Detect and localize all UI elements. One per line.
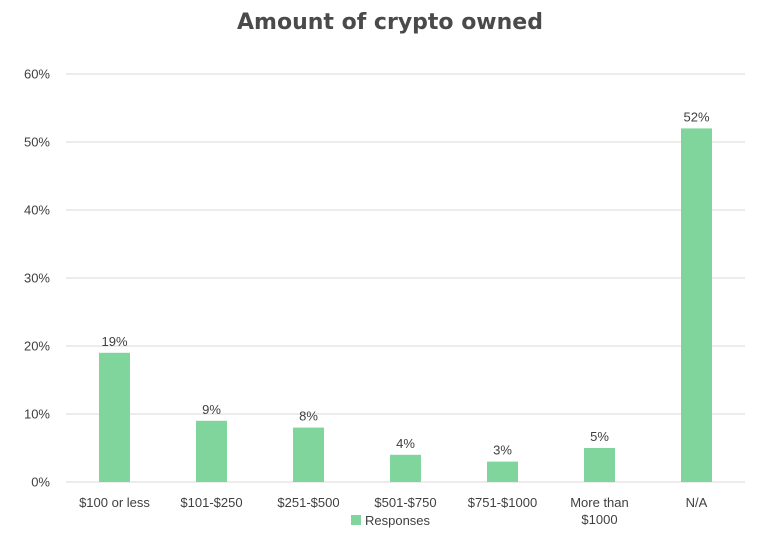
y-axis-tick-labels: 0% 10% 20% 30% 40% 50% 60% xyxy=(24,67,50,490)
chart-title: Amount of crypto owned xyxy=(237,10,543,35)
bars xyxy=(99,128,712,482)
bar xyxy=(584,448,615,482)
legend: Responses xyxy=(351,513,431,528)
legend-swatch-responses xyxy=(351,515,361,525)
y-tick-label: 40% xyxy=(24,203,50,218)
y-tick-label: 60% xyxy=(24,67,50,82)
x-tick-label: $251-$500 xyxy=(277,495,339,510)
data-labels: 19% 9% 8% 4% 3% 5% 52% xyxy=(101,109,709,457)
x-tick-label: More than $1000 xyxy=(570,495,629,527)
x-tick-label: $101-$250 xyxy=(180,495,242,510)
legend-label-responses: Responses xyxy=(365,513,431,528)
data-label: 5% xyxy=(590,429,609,444)
y-tick-label: 0% xyxy=(31,475,50,490)
y-tick-label: 20% xyxy=(24,339,50,354)
gridlines xyxy=(66,73,745,483)
x-tick-label: $501-$750 xyxy=(374,495,436,510)
bar xyxy=(196,420,227,482)
data-label: 9% xyxy=(202,402,221,417)
data-label: 4% xyxy=(396,436,415,451)
x-tick-label: $751-$1000 xyxy=(468,495,537,510)
x-tick-label: N/A xyxy=(686,495,708,510)
x-tick-label: $100 or less xyxy=(79,495,150,510)
bar xyxy=(390,454,421,482)
x-axis-tick-labels: $100 or less $101-$250 $251-$500 $501-$750 $… xyxy=(79,495,708,527)
data-label: 52% xyxy=(683,109,709,124)
data-label: 8% xyxy=(299,409,318,424)
bar xyxy=(99,352,130,482)
data-label: 3% xyxy=(493,443,512,458)
y-tick-label: 50% xyxy=(24,135,50,150)
bar xyxy=(293,427,324,482)
bar xyxy=(681,128,712,482)
data-label: 19% xyxy=(101,334,127,349)
bar xyxy=(487,461,518,482)
y-tick-label: 30% xyxy=(24,271,50,286)
y-tick-label: 10% xyxy=(24,407,50,422)
